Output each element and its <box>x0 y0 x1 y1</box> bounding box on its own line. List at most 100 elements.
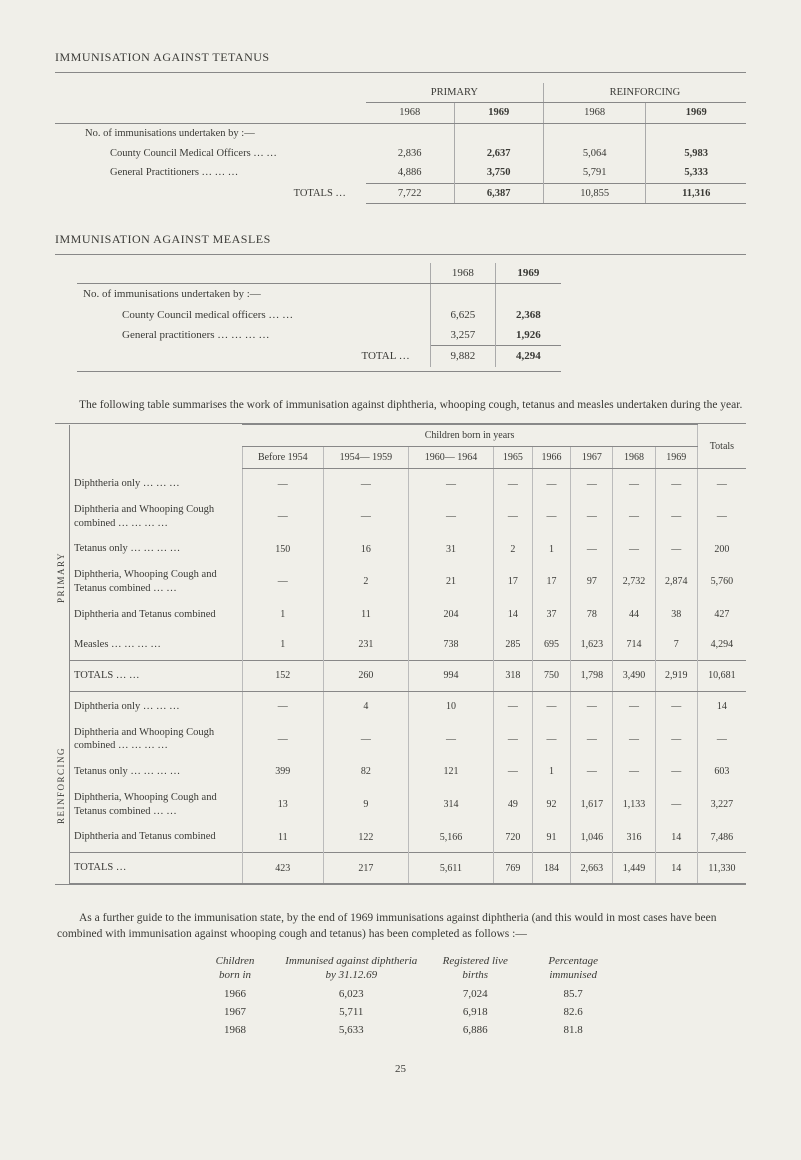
cell: 1,798 <box>571 660 613 691</box>
cell: 13 <box>242 787 323 822</box>
year-header: 1968 <box>543 103 646 124</box>
cell: 10 <box>408 691 493 722</box>
cell: — <box>613 722 655 757</box>
cell: 2,919 <box>655 660 697 691</box>
col-header: 1965 <box>494 447 533 469</box>
cell: — <box>242 564 323 599</box>
cell: 720 <box>494 822 533 853</box>
cell: — <box>697 722 746 757</box>
row-label: Diphtheria and Tetanus combined <box>70 822 243 853</box>
cell: 5,611 <box>408 853 493 884</box>
guide-paragraph: As a further guide to the immunisation s… <box>57 911 744 942</box>
cell: 184 <box>532 853 571 884</box>
cell: — <box>408 499 493 534</box>
cell: — <box>494 469 533 500</box>
cell: 11 <box>323 600 408 630</box>
cell: — <box>532 691 571 722</box>
cell: 14 <box>655 822 697 853</box>
cell: — <box>323 499 408 534</box>
guide-header: Registered live births <box>428 952 523 985</box>
cell: 1,046 <box>571 822 613 853</box>
cell: — <box>408 722 493 757</box>
cell: 204 <box>408 600 493 630</box>
cell: — <box>532 722 571 757</box>
cell: 1,926 <box>495 325 560 346</box>
measles-section: IMMUNISATION AGAINST MEASLES 1968 1969 N… <box>55 232 746 371</box>
col-header: 1968 <box>613 447 655 469</box>
cell: 9,882 <box>430 346 495 367</box>
cell: 82.6 <box>523 1003 623 1021</box>
cell: 49 <box>494 787 533 822</box>
cell: — <box>571 534 613 564</box>
cell: 6,886 <box>428 1021 523 1039</box>
guide-table: Children born in Immunised against dipht… <box>195 952 623 1039</box>
row-label: TOTALS … … <box>70 660 243 691</box>
row-label: Measles … … … … <box>70 630 243 661</box>
cell: 314 <box>408 787 493 822</box>
cell: — <box>571 499 613 534</box>
cell: 44 <box>613 600 655 630</box>
cell: 38 <box>655 600 697 630</box>
cell: 11 <box>242 822 323 853</box>
cell: 21 <box>408 564 493 599</box>
intro-paragraph: The following table summarises the work … <box>57 398 744 414</box>
measles-title: IMMUNISATION AGAINST MEASLES <box>55 232 746 248</box>
guide-header: Children born in <box>195 952 275 985</box>
cell: 91 <box>532 822 571 853</box>
cell: — <box>408 469 493 500</box>
cell: 318 <box>494 660 533 691</box>
cell: 2,836 <box>366 144 454 164</box>
cell: — <box>655 499 697 534</box>
row-label: No. of immunisations undertaken by :— <box>77 284 430 305</box>
cell: — <box>571 722 613 757</box>
cell: 750 <box>532 660 571 691</box>
cell: 31 <box>408 534 493 564</box>
cell: — <box>494 757 533 787</box>
cell: — <box>655 691 697 722</box>
row-label: Diphtheria and Whooping Cough combined …… <box>70 499 243 534</box>
row-label: County Council medical officers … … <box>77 305 430 325</box>
row-label: General Practitioners … … … <box>55 163 366 183</box>
cell: 1,623 <box>571 630 613 661</box>
cell: 5,633 <box>275 1021 428 1039</box>
cell: 2,663 <box>571 853 613 884</box>
cell: 423 <box>242 853 323 884</box>
year-header: 1968 <box>430 263 495 284</box>
cell: 122 <box>323 822 408 853</box>
cell: — <box>655 469 697 500</box>
row-label: Diphtheria only … … … <box>70 469 243 500</box>
row-label: TOTALS … <box>70 853 243 884</box>
cell: 695 <box>532 630 571 661</box>
cell: 150 <box>242 534 323 564</box>
cell: 1 <box>532 534 571 564</box>
cell: 5,064 <box>543 144 646 164</box>
cell: 316 <box>613 822 655 853</box>
row-label: No. of immunisations undertaken by :— <box>55 123 366 143</box>
cell: 714 <box>613 630 655 661</box>
col-header: 1969 <box>655 447 697 469</box>
col-header: Before 1954 <box>242 447 323 469</box>
cell: 16 <box>323 534 408 564</box>
rule <box>55 254 746 255</box>
guide-header: Percentage immunised <box>523 952 623 985</box>
cell: 1,617 <box>571 787 613 822</box>
col-header: 1966 <box>532 447 571 469</box>
cell: 260 <box>323 660 408 691</box>
summary-table: Children born in years Totals Before 195… <box>55 424 746 884</box>
cell: 231 <box>323 630 408 661</box>
tetanus-title: IMMUNISATION AGAINST TETANUS <box>55 50 746 66</box>
cell: — <box>655 757 697 787</box>
cell: 11,316 <box>646 183 746 204</box>
cell: 3,257 <box>430 325 495 346</box>
cell: 4,294 <box>697 630 746 661</box>
row-label: Diphtheria only … … … <box>70 691 243 722</box>
row-label: Diphtheria and Tetanus combined <box>70 600 243 630</box>
cell: 5,711 <box>275 1003 428 1021</box>
cell: 82 <box>323 757 408 787</box>
cell: 3,227 <box>697 787 746 822</box>
col-header: 1954— 1959 <box>323 447 408 469</box>
page-number: 25 <box>55 1062 746 1076</box>
cell: 399 <box>242 757 323 787</box>
cell: — <box>613 757 655 787</box>
cell: 17 <box>532 564 571 599</box>
